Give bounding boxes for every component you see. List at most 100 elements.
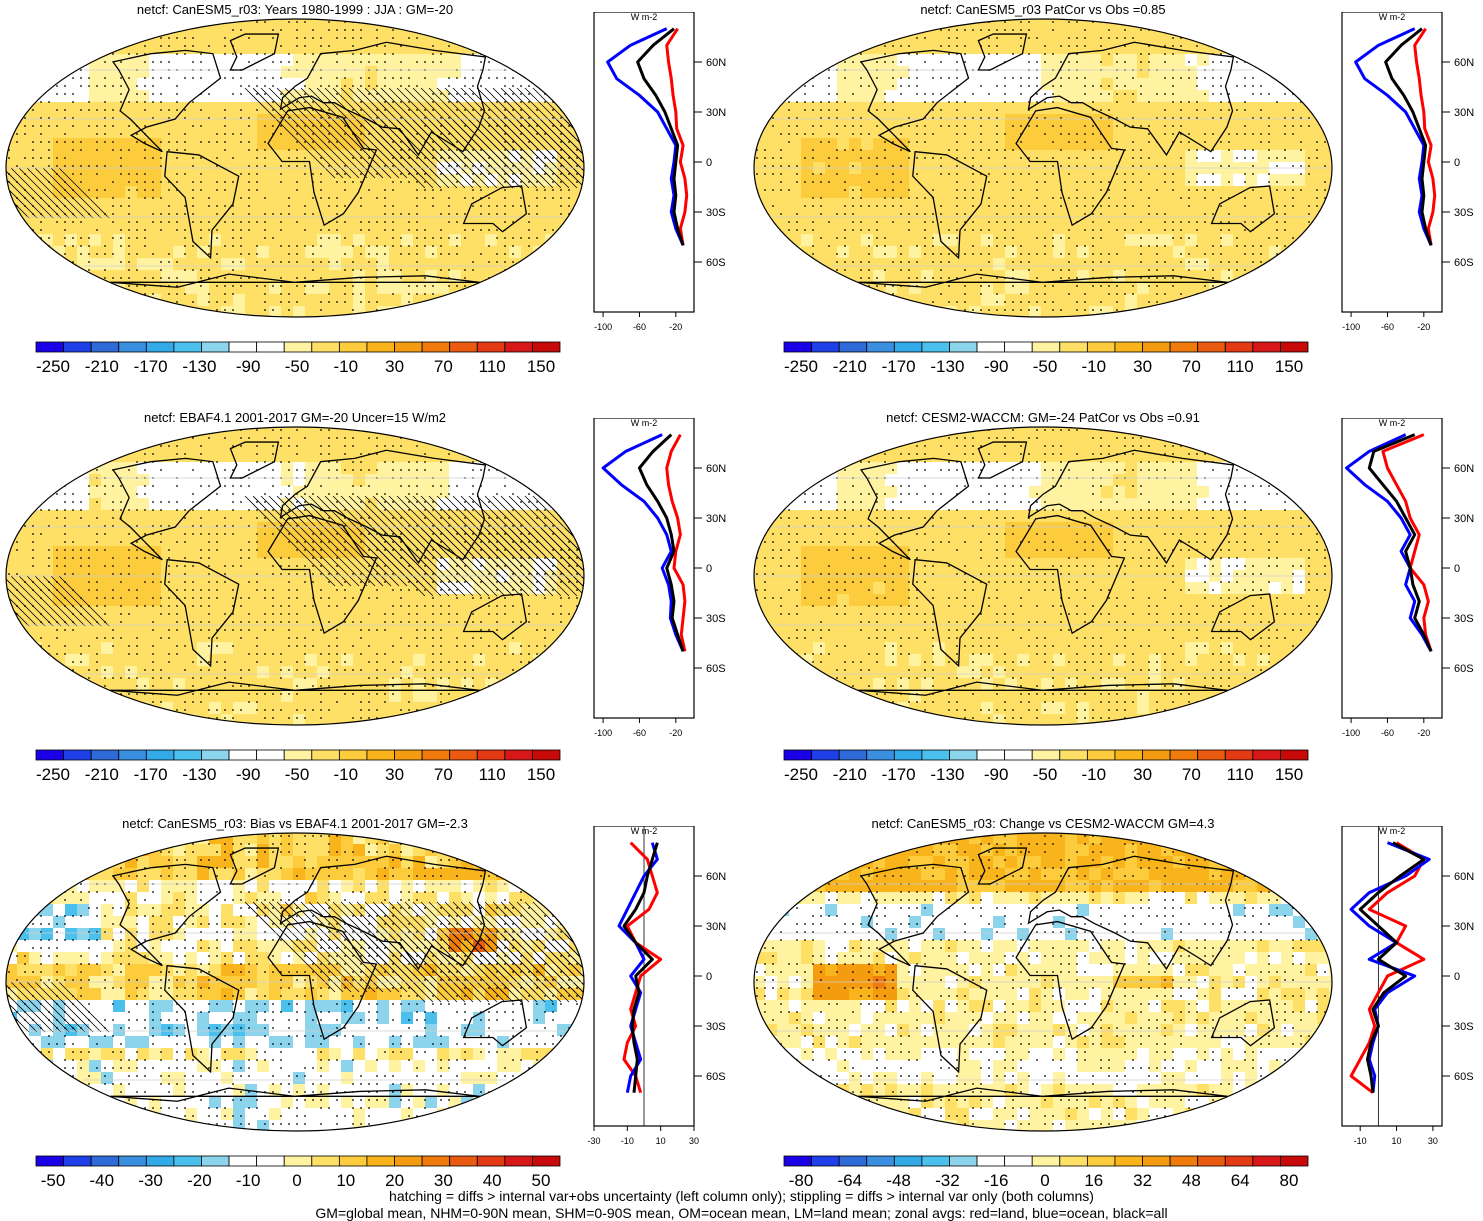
- stipple-dot: [1060, 149, 1062, 151]
- map-cell: [1197, 258, 1210, 271]
- stipple-dot: [280, 93, 282, 95]
- map-cell: [1245, 234, 1258, 247]
- stipple-dot: [384, 53, 386, 55]
- stipple-dot: [224, 277, 226, 279]
- stipple-dot: [184, 141, 186, 143]
- stipple-dot: [48, 21, 50, 23]
- stipple-dot: [504, 261, 506, 263]
- stipple-dot: [820, 173, 822, 175]
- map-cell: [581, 150, 584, 163]
- map-cell: [801, 294, 814, 307]
- stipple-dot: [432, 197, 434, 199]
- stipple-dot: [528, 69, 530, 71]
- stipple-dot: [1284, 37, 1286, 39]
- stipple-dot: [528, 117, 530, 119]
- stipple-dot: [296, 165, 298, 167]
- map-cell: [17, 126, 30, 139]
- stipple-dot: [88, 109, 90, 111]
- stipple-dot: [892, 77, 894, 79]
- map-cell: [849, 30, 862, 43]
- stipple-dot: [964, 53, 966, 55]
- map-cell: [1293, 102, 1306, 115]
- stipple-dot: [48, 101, 50, 103]
- stipple-dot: [152, 77, 154, 79]
- map-cell: [257, 138, 270, 151]
- stipple-dot: [256, 181, 258, 183]
- stipple-dot: [1092, 173, 1094, 175]
- map-cell: [113, 138, 126, 151]
- stipple-dot: [312, 173, 314, 175]
- stipple-dot: [900, 61, 902, 63]
- stipple-dot: [184, 205, 186, 207]
- stipple-dot: [8, 21, 10, 23]
- stipple-dot: [88, 253, 90, 255]
- map-cell: [1029, 102, 1042, 115]
- stipple-dot: [1068, 173, 1070, 175]
- stipple-dot: [216, 181, 218, 183]
- stipple-dot: [796, 21, 798, 23]
- map-cell: [1173, 210, 1186, 223]
- stipple-dot: [788, 77, 790, 79]
- stipple-dot: [72, 101, 74, 103]
- stipple-dot: [1308, 157, 1310, 159]
- map-cell: [185, 42, 198, 55]
- map-cell: [461, 78, 474, 91]
- map-cell: [341, 78, 354, 91]
- stipple-dot: [900, 93, 902, 95]
- map-cell: [365, 186, 378, 199]
- stipple-dot: [1324, 141, 1326, 143]
- stipple-dot: [200, 77, 202, 79]
- stipple-dot: [916, 77, 918, 79]
- stipple-dot: [40, 21, 42, 23]
- map-cell: [1077, 246, 1090, 259]
- map-cell: [353, 66, 366, 79]
- map-cell: [837, 114, 850, 127]
- stipple-dot: [1212, 157, 1214, 159]
- map-cell: [437, 150, 450, 163]
- map-cell: [89, 234, 102, 247]
- map-cell: [945, 30, 958, 43]
- stipple-dot: [264, 309, 266, 311]
- map-cell: [281, 42, 294, 55]
- stipple-dot: [1268, 181, 1270, 183]
- map-cell: [1173, 174, 1186, 187]
- stipple-dot: [568, 197, 570, 199]
- stipple-dot: [488, 261, 490, 263]
- stipple-dot: [544, 301, 546, 303]
- map-cell: [861, 246, 874, 259]
- stipple-dot: [152, 253, 154, 255]
- stipple-dot: [1012, 29, 1014, 31]
- stipple-dot: [128, 253, 130, 255]
- map-cell: [1005, 198, 1018, 211]
- map-cell: [1101, 78, 1114, 91]
- stipple-dot: [544, 101, 546, 103]
- stipple-dot: [1020, 189, 1022, 191]
- stipple-dot: [16, 85, 18, 87]
- stipple-dot: [1116, 53, 1118, 55]
- map-cell: [1089, 222, 1102, 235]
- hatch-line: [498, 117, 570, 189]
- map-cell: [65, 270, 78, 283]
- stipple-dot: [448, 37, 450, 39]
- profile-line-all: [636, 27, 685, 246]
- stipple-dot: [40, 29, 42, 31]
- stipple-dot: [32, 149, 34, 151]
- map-cell: [801, 114, 814, 127]
- map-cell: [209, 78, 222, 91]
- world-map: [5, 18, 585, 318]
- stipple-dot: [780, 77, 782, 79]
- stipple-dot: [1284, 53, 1286, 55]
- stipple-dot: [72, 309, 74, 311]
- stipple-dot: [528, 205, 530, 207]
- map-cell: [1089, 282, 1102, 295]
- stipple-dot: [424, 189, 426, 191]
- stipple-dot: [344, 77, 346, 79]
- map-cell: [77, 150, 90, 163]
- stipple-dot: [344, 37, 346, 39]
- map-cell: [161, 138, 174, 151]
- stipple-dot: [144, 197, 146, 199]
- map-cell: [53, 150, 66, 163]
- stipple-dot: [764, 165, 766, 167]
- stipple-dot: [1068, 45, 1070, 47]
- stipple-dot: [908, 189, 910, 191]
